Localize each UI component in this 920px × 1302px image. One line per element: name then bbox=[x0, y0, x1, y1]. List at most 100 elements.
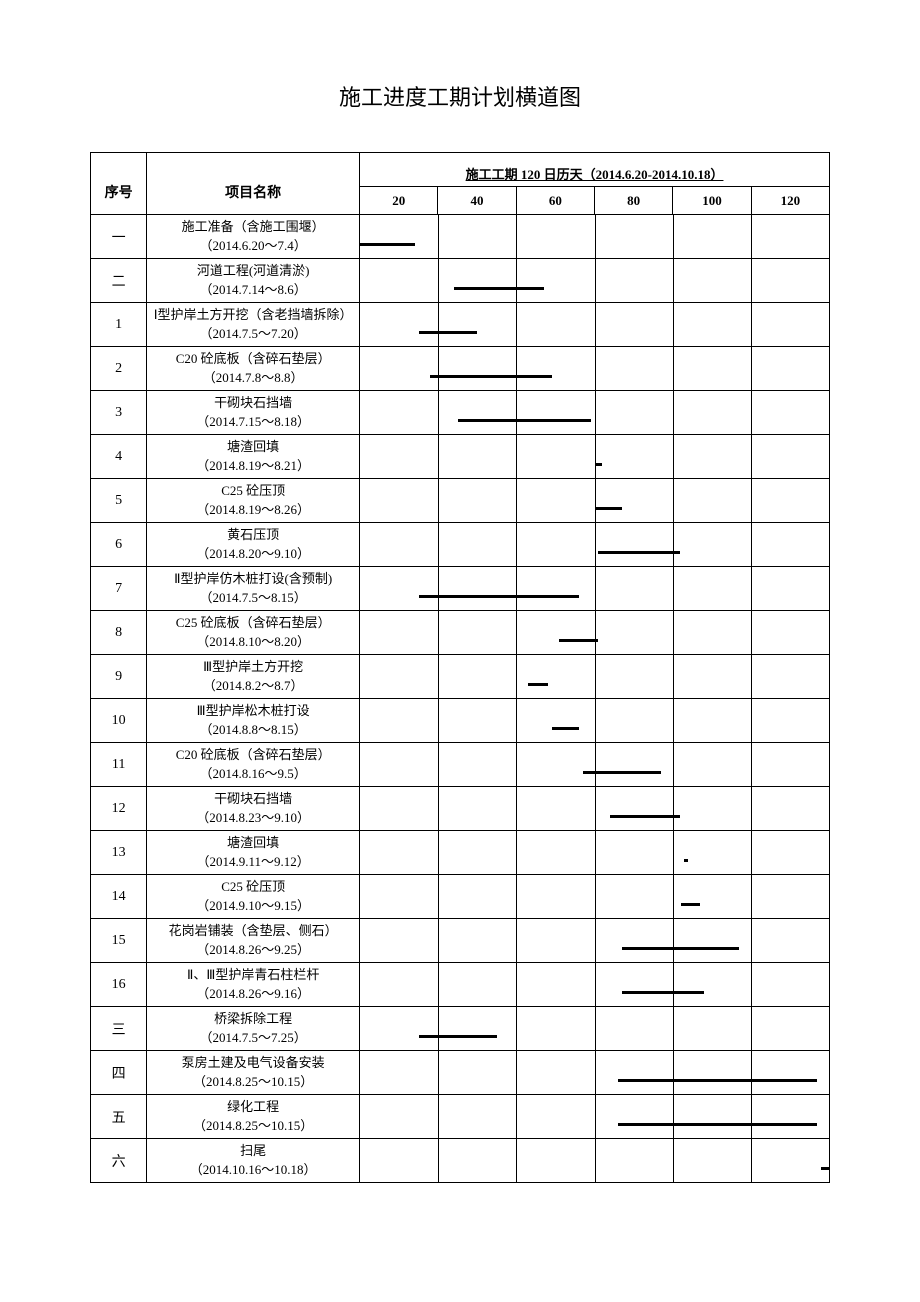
seq-cell: 13 bbox=[91, 831, 147, 875]
gantt-cell bbox=[360, 1051, 830, 1095]
day-tick-60: 60 bbox=[516, 187, 594, 215]
gantt-bar bbox=[681, 903, 701, 906]
seq-cell: 12 bbox=[91, 787, 147, 831]
table-row: 12干砌块石挡墙（2014.8.23～9.10） bbox=[91, 787, 830, 831]
name-cell: 桥梁拆除工程（2014.7.5～7.25） bbox=[147, 1007, 360, 1051]
seq-cell: 16 bbox=[91, 963, 147, 1007]
table-row: 9Ⅲ型护岸土方开挖（2014.8.2～8.7） bbox=[91, 655, 830, 699]
name-cell: 花岗岩铺装（含垫层、侧石）（2014.8.26～9.25） bbox=[147, 919, 360, 963]
seq-cell: 14 bbox=[91, 875, 147, 919]
seq-cell: 7 bbox=[91, 567, 147, 611]
gantt-cell bbox=[360, 523, 830, 567]
seq-cell: 二 bbox=[91, 259, 147, 303]
name-cell: 干砌块石挡墙（2014.7.15～8.18） bbox=[147, 391, 360, 435]
seq-cell: 3 bbox=[91, 391, 147, 435]
gantt-bar bbox=[622, 947, 739, 950]
seq-cell: 4 bbox=[91, 435, 147, 479]
gantt-bar bbox=[419, 1035, 497, 1038]
name-cell: 施工准备（含施工围堰）（2014.6.20～7.4） bbox=[147, 215, 360, 259]
name-cell: C25 砼底板（含碎石垫层）（2014.8.10～8.20） bbox=[147, 611, 360, 655]
day-tick-80: 80 bbox=[595, 187, 673, 215]
table-row: 三桥梁拆除工程（2014.7.5～7.25） bbox=[91, 1007, 830, 1051]
gantt-bar bbox=[360, 243, 415, 246]
table-row: 8C25 砼底板（含碎石垫层）（2014.8.10～8.20） bbox=[91, 611, 830, 655]
gantt-cell bbox=[360, 1139, 830, 1183]
gantt-cell bbox=[360, 699, 830, 743]
header-name: 项目名称 bbox=[147, 153, 360, 215]
gantt-cell bbox=[360, 963, 830, 1007]
seq-cell: 一 bbox=[91, 215, 147, 259]
gantt-cell bbox=[360, 875, 830, 919]
gantt-bar bbox=[559, 639, 598, 642]
seq-cell: 8 bbox=[91, 611, 147, 655]
seq-cell: 9 bbox=[91, 655, 147, 699]
gantt-cell bbox=[360, 215, 830, 259]
table-row: 一施工准备（含施工围堰）（2014.6.20～7.4） bbox=[91, 215, 830, 259]
gantt-bar bbox=[595, 507, 622, 510]
gantt-bar bbox=[552, 727, 579, 730]
gantt-bar bbox=[598, 551, 680, 554]
gantt-cell bbox=[360, 567, 830, 611]
name-cell: Ⅰ型护岸土方开挖（含老挡墙拆除）（2014.7.5～7.20） bbox=[147, 303, 360, 347]
gantt-bar bbox=[419, 595, 579, 598]
gantt-bar bbox=[454, 287, 544, 290]
name-cell: 干砌块石挡墙（2014.8.23～9.10） bbox=[147, 787, 360, 831]
seq-cell: 五 bbox=[91, 1095, 147, 1139]
name-cell: 扫尾（2014.10.16～10.18） bbox=[147, 1139, 360, 1183]
gantt-bar bbox=[618, 1079, 817, 1082]
day-tick-100: 100 bbox=[673, 187, 751, 215]
gantt-cell bbox=[360, 655, 830, 699]
gantt-cell bbox=[360, 611, 830, 655]
seq-cell: 2 bbox=[91, 347, 147, 391]
name-cell: 泵房土建及电气设备安装（2014.8.25～10.15） bbox=[147, 1051, 360, 1095]
page-title: 施工进度工期计划横道图 bbox=[90, 80, 830, 112]
day-tick-40: 40 bbox=[438, 187, 516, 215]
gantt-bar bbox=[618, 1123, 817, 1126]
table-row: 13塘渣回填（2014.9.11～9.12） bbox=[91, 831, 830, 875]
gantt-bar bbox=[595, 463, 603, 466]
table-row: 5C25 砼压顶（2014.8.19～8.26） bbox=[91, 479, 830, 523]
seq-cell: 四 bbox=[91, 1051, 147, 1095]
seq-cell: 11 bbox=[91, 743, 147, 787]
name-cell: 塘渣回填（2014.9.11～9.12） bbox=[147, 831, 360, 875]
name-cell: Ⅱ、Ⅲ型护岸青石柱栏杆（2014.8.26～9.16） bbox=[147, 963, 360, 1007]
gantt-cell bbox=[360, 435, 830, 479]
table-row: 1Ⅰ型护岸土方开挖（含老挡墙拆除）（2014.7.5～7.20） bbox=[91, 303, 830, 347]
name-cell: C25 砼压顶（2014.9.10～9.15） bbox=[147, 875, 360, 919]
gantt-cell bbox=[360, 1095, 830, 1139]
gantt-cell bbox=[360, 259, 830, 303]
name-cell: Ⅱ型护岸仿木桩打设(含预制)（2014.7.5～8.15） bbox=[147, 567, 360, 611]
table-row: 4塘渣回填（2014.8.19～8.21） bbox=[91, 435, 830, 479]
table-row: 10Ⅲ型护岸松木桩打设（2014.8.8～8.15） bbox=[91, 699, 830, 743]
name-cell: C20 砼底板（含碎石垫层）（2014.7.8～8.8） bbox=[147, 347, 360, 391]
table-row: 16Ⅱ、Ⅲ型护岸青石柱栏杆（2014.8.26～9.16） bbox=[91, 963, 830, 1007]
name-cell: 绿化工程（2014.8.25～10.15） bbox=[147, 1095, 360, 1139]
gantt-cell bbox=[360, 347, 830, 391]
seq-cell: 1 bbox=[91, 303, 147, 347]
gantt-bar bbox=[430, 375, 551, 378]
gantt-bar bbox=[622, 991, 704, 994]
table-row: 7Ⅱ型护岸仿木桩打设(含预制)（2014.7.5～8.15） bbox=[91, 567, 830, 611]
gantt-bar bbox=[610, 815, 680, 818]
table-row: 3干砌块石挡墙（2014.7.15～8.18） bbox=[91, 391, 830, 435]
gantt-bar bbox=[458, 419, 591, 422]
table-row: 11C20 砼底板（含碎石垫层）（2014.8.16～9.5） bbox=[91, 743, 830, 787]
gantt-cell bbox=[360, 1007, 830, 1051]
seq-cell: 三 bbox=[91, 1007, 147, 1051]
table-row: 2C20 砼底板（含碎石垫层）（2014.7.8～8.8） bbox=[91, 347, 830, 391]
table-row: 六扫尾（2014.10.16～10.18） bbox=[91, 1139, 830, 1183]
table-row: 二河道工程(河道清淤)（2014.7.14～8.6） bbox=[91, 259, 830, 303]
day-tick-120: 120 bbox=[751, 187, 829, 215]
name-cell: Ⅲ型护岸土方开挖（2014.8.2～8.7） bbox=[147, 655, 360, 699]
gantt-cell bbox=[360, 391, 830, 435]
name-cell: 河道工程(河道清淤)（2014.7.14～8.6） bbox=[147, 259, 360, 303]
seq-cell: 5 bbox=[91, 479, 147, 523]
table-row: 五绿化工程（2014.8.25～10.15） bbox=[91, 1095, 830, 1139]
gantt-cell bbox=[360, 743, 830, 787]
gantt-bar bbox=[528, 683, 548, 686]
seq-cell: 6 bbox=[91, 523, 147, 567]
gantt-cell bbox=[360, 479, 830, 523]
table-row: 四泵房土建及电气设备安装（2014.8.25～10.15） bbox=[91, 1051, 830, 1095]
gantt-cell bbox=[360, 787, 830, 831]
gantt-cell bbox=[360, 303, 830, 347]
